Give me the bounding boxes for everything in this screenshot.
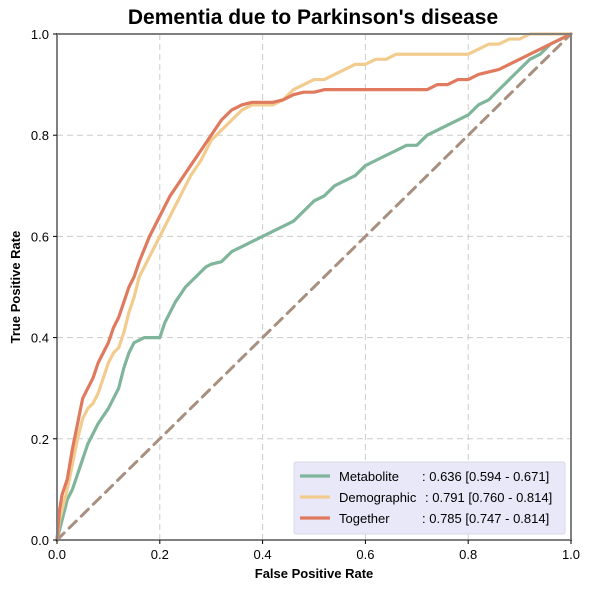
legend-box: [293, 461, 566, 535]
chance-line: [55, 32, 573, 542]
legend: Metabolite : 0.636 [0.594 - 0.671] Demogra…: [293, 461, 566, 535]
y-axis-label: True Positive Rate: [8, 231, 23, 344]
x-axis-ticks: 0.0 0.2 0.4 0.6 0.8 1.0: [48, 540, 580, 562]
legend-entry-name: Together: [339, 511, 390, 526]
chart-title: Dementia due to Parkinson's disease: [128, 6, 498, 29]
y-tick-label: 0.2: [31, 432, 49, 447]
series-layer: [55, 32, 573, 542]
y-tick-label: 1.0: [31, 27, 49, 42]
x-tick-label: 0.2: [151, 547, 169, 562]
x-tick-label: 0.6: [356, 547, 374, 562]
legend-entry-auc: : 0.791 [0.760 - 0.814]: [425, 490, 552, 505]
y-tick-label: 0.8: [31, 128, 49, 143]
series-line-together: [55, 32, 573, 542]
x-tick-label: 0.8: [459, 547, 477, 562]
legend-entry-auc: : 0.636 [0.594 - 0.671]: [422, 469, 549, 484]
plot-frame: [56, 33, 572, 541]
y-axis-ticks: 0.0 0.2 0.4 0.6 0.8 1.0: [31, 27, 57, 548]
legend-entry-auc: : 0.785 [0.747 - 0.814]: [422, 511, 549, 526]
series-line-demographic: [55, 32, 573, 542]
y-tick-label: 0.6: [31, 229, 49, 244]
x-tick-label: 0.4: [254, 547, 272, 562]
series-line-metabolite: [55, 32, 573, 542]
x-tick-label: 1.0: [562, 547, 580, 562]
x-tick-label: 0.0: [48, 547, 66, 562]
x-axis-label: False Positive Rate: [255, 566, 374, 581]
y-tick-label: 0.4: [31, 331, 49, 346]
legend-entry-name: Demographic: [339, 490, 417, 505]
legend-entry-name: Metabolite: [339, 469, 399, 484]
y-tick-label: 0.0: [31, 533, 49, 548]
